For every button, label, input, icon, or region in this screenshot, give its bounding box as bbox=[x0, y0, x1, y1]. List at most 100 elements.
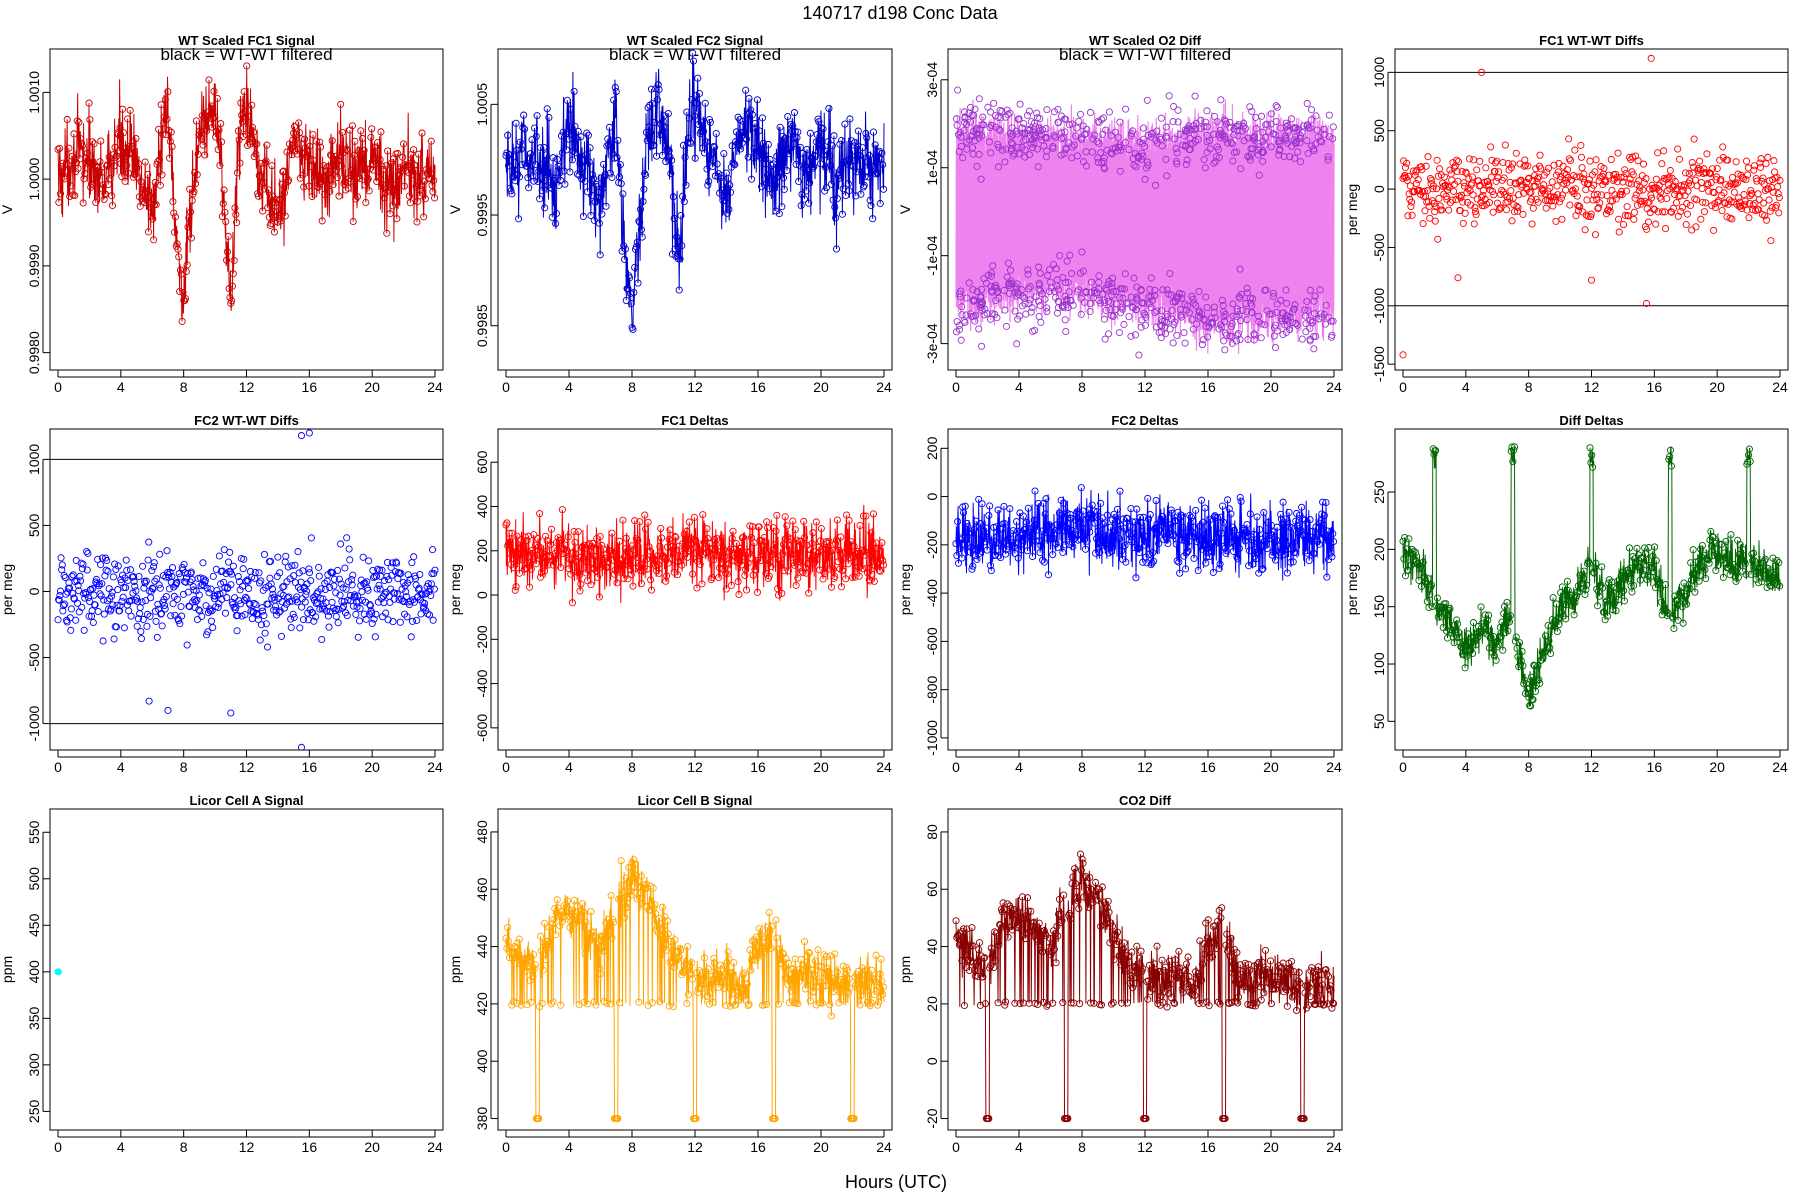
data-point bbox=[1094, 154, 1102, 162]
data-point bbox=[1574, 201, 1582, 210]
data-point bbox=[776, 123, 784, 131]
y-tick-label: 250 bbox=[1371, 480, 1387, 504]
data-point bbox=[1221, 135, 1229, 143]
data-point bbox=[1603, 597, 1611, 605]
data-point bbox=[155, 125, 163, 133]
data-point bbox=[971, 137, 979, 145]
data-point bbox=[1563, 166, 1571, 174]
data-point bbox=[1075, 531, 1083, 539]
data-point bbox=[1044, 522, 1052, 530]
data-point bbox=[1619, 221, 1628, 229]
data-point bbox=[1320, 511, 1328, 519]
data-point bbox=[1269, 130, 1277, 138]
data-point bbox=[633, 238, 641, 246]
data-point bbox=[1399, 537, 1407, 545]
data-point bbox=[1433, 594, 1441, 602]
data-point bbox=[1024, 266, 1032, 274]
data-point bbox=[1024, 504, 1032, 512]
data-point bbox=[1698, 541, 1706, 550]
data-point bbox=[1303, 297, 1311, 305]
data-point bbox=[1499, 646, 1507, 654]
data-point bbox=[1141, 311, 1149, 319]
data-point bbox=[348, 576, 356, 584]
data-point bbox=[173, 579, 181, 587]
data-point bbox=[112, 153, 120, 161]
data-point bbox=[1134, 153, 1142, 161]
data-point bbox=[629, 582, 637, 590]
data-point bbox=[523, 1001, 531, 1009]
data-point bbox=[1508, 217, 1516, 225]
data-point bbox=[104, 567, 112, 575]
data-point bbox=[1282, 122, 1290, 130]
data-point bbox=[1066, 251, 1074, 259]
data-point bbox=[564, 905, 572, 913]
data-point bbox=[1246, 103, 1254, 111]
data-point bbox=[1017, 532, 1025, 540]
data-point bbox=[589, 175, 598, 183]
data-point bbox=[296, 624, 304, 632]
data-point bbox=[1621, 575, 1629, 583]
data-point bbox=[1023, 547, 1032, 555]
data-point bbox=[1243, 289, 1251, 297]
data-point bbox=[667, 169, 675, 178]
data-point bbox=[957, 536, 965, 544]
data-point bbox=[413, 616, 421, 624]
data-point bbox=[1573, 192, 1581, 200]
data-point bbox=[1482, 625, 1490, 633]
data-point bbox=[413, 218, 421, 226]
data-point bbox=[251, 568, 259, 577]
data-point bbox=[1486, 634, 1494, 642]
data-point bbox=[994, 113, 1002, 121]
data-point bbox=[599, 160, 608, 168]
data-point bbox=[1696, 571, 1704, 579]
data-point bbox=[356, 174, 364, 183]
data-point bbox=[651, 901, 659, 909]
data-point bbox=[869, 539, 877, 547]
series-line bbox=[1402, 446, 1781, 708]
data-point bbox=[725, 955, 733, 963]
panel-title: FC2 WT-WT Diffs bbox=[194, 413, 299, 428]
data-point bbox=[1081, 130, 1089, 138]
data-point bbox=[580, 998, 588, 1006]
data-point bbox=[1054, 543, 1062, 551]
data-point bbox=[1248, 107, 1256, 115]
data-point bbox=[1687, 559, 1695, 567]
data-point bbox=[1640, 566, 1648, 574]
data-point bbox=[364, 175, 372, 183]
data-point bbox=[135, 572, 143, 580]
data-point bbox=[784, 113, 792, 121]
data-point bbox=[973, 162, 981, 170]
y-axis-label: V bbox=[0, 204, 15, 214]
y-tick-label: 450 bbox=[26, 913, 42, 937]
data-point bbox=[1491, 168, 1499, 176]
panel-title: WT Scaled FC1 Signal bbox=[178, 33, 315, 48]
data-point bbox=[1112, 513, 1120, 521]
data-point bbox=[873, 168, 881, 177]
data-point bbox=[139, 197, 147, 205]
data-point bbox=[187, 568, 195, 576]
data-point bbox=[880, 185, 888, 193]
data-point bbox=[636, 518, 644, 526]
data-point bbox=[534, 177, 542, 185]
data-point bbox=[191, 603, 199, 612]
data-point bbox=[675, 953, 683, 961]
data-point bbox=[641, 511, 649, 519]
data-point bbox=[689, 535, 698, 543]
data-point bbox=[1172, 540, 1180, 548]
data-point bbox=[1694, 558, 1702, 566]
data-point bbox=[1715, 540, 1723, 548]
x-tick-label: 20 bbox=[813, 379, 829, 395]
data-point bbox=[865, 151, 873, 160]
data-point bbox=[1034, 163, 1042, 171]
data-point bbox=[1622, 169, 1630, 178]
data-point bbox=[154, 158, 162, 166]
data-point bbox=[632, 872, 640, 880]
data-point bbox=[736, 115, 744, 124]
data-point bbox=[238, 118, 247, 126]
y-tick-label: 600 bbox=[474, 450, 490, 474]
data-point bbox=[1086, 300, 1094, 308]
data-point bbox=[1001, 158, 1009, 166]
data-point bbox=[705, 539, 714, 547]
data-point bbox=[1189, 325, 1197, 333]
